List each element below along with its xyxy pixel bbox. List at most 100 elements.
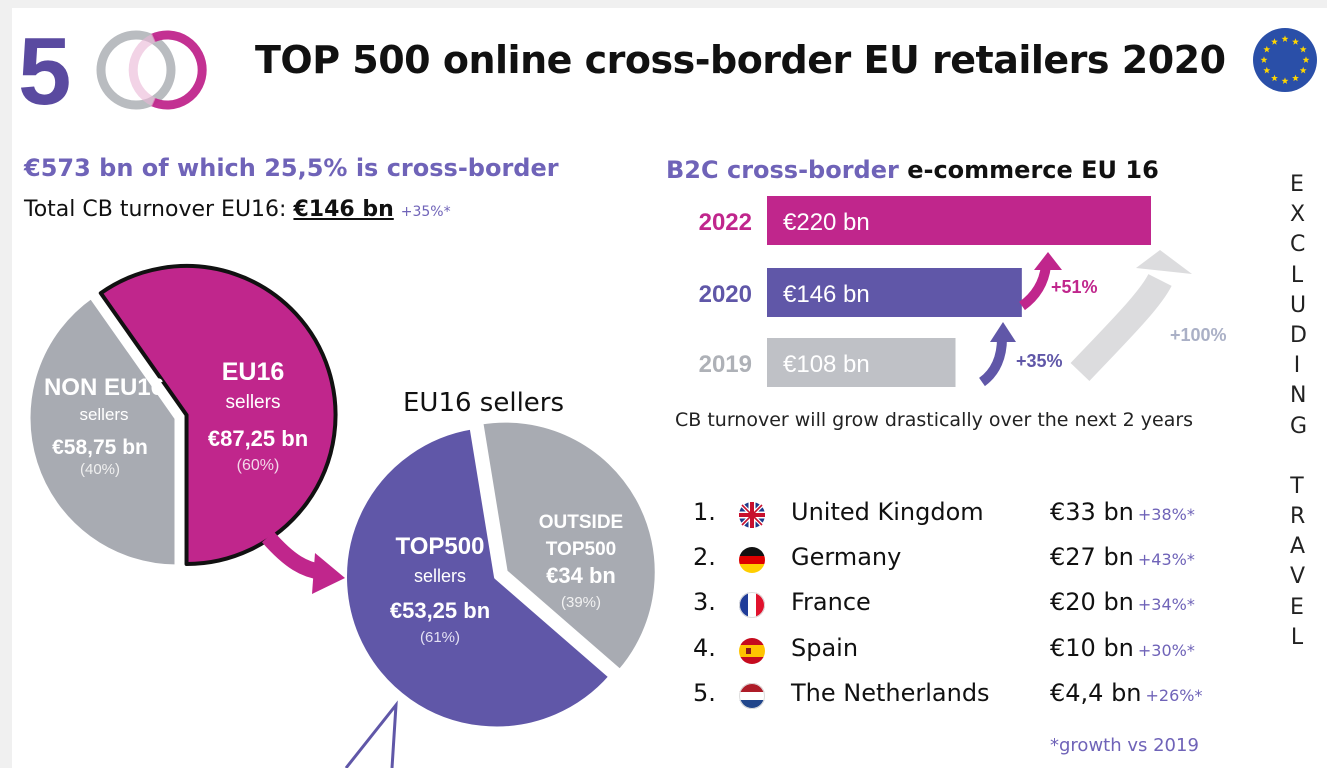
bar-chart-title-b: e-commerce EU 16: [907, 156, 1159, 184]
country-name: France: [791, 588, 871, 616]
eu-star-icon: [1260, 56, 1268, 63]
eu-star-icon: [1299, 66, 1307, 74]
country-name: Germany: [791, 543, 902, 571]
vertical-letter: [1290, 442, 1304, 472]
bar-2022: [767, 196, 1151, 245]
vertical-letter: E: [1290, 172, 1304, 197]
growth-label-51: +51%: [1051, 277, 1098, 297]
vertical-letter: N: [1290, 383, 1307, 409]
country-name: Spain: [791, 634, 859, 662]
country-amount: €10 bn +30%*: [1050, 634, 1195, 662]
bar-chart-title-a: B2C cross-border: [666, 156, 908, 184]
rank-number: 5.: [693, 679, 716, 707]
flag-uk-icon: [739, 502, 765, 532]
bar-2020: [767, 268, 1022, 317]
pie-slice-non-eu16: [25, 293, 180, 570]
flag-es-icon: [739, 638, 765, 668]
growth-label-35: +35%: [1016, 351, 1063, 371]
eu-star-icon: [1271, 38, 1278, 45]
pie-eu16-vs-non-eu16: [25, 263, 338, 570]
pie2-value-outside: €34 bn: [546, 563, 616, 588]
vertical-letter: A: [1290, 534, 1306, 560]
growth-arrow-35: [978, 337, 1007, 387]
vertical-letter: L: [1290, 624, 1304, 650]
ranking-row: 4. Spain €10 bn +30%*: [0, 634, 1327, 674]
eu-star-icon: [1263, 45, 1271, 53]
svg-text:5: 5: [18, 18, 71, 110]
bar-value-label-2022: €220 bn: [783, 209, 870, 236]
pie1-pct-eu16: (60%): [237, 457, 280, 474]
pie-eu16-sellers: [342, 417, 660, 732]
bar-year-label-2022: 2022: [699, 209, 752, 236]
amount-value: €10 bn: [1050, 634, 1134, 662]
country-amount: €4,4 bn +26%*: [1050, 679, 1202, 707]
amount-value: €4,4 bn: [1050, 679, 1142, 707]
pie-charts: NON EU16 sellers €58,75 bn (40%) EU16 se…: [25, 263, 660, 768]
growth-arrow-51: [1018, 265, 1051, 311]
rank-number: 2.: [693, 543, 716, 571]
eu-star-icon: [1263, 66, 1271, 74]
pie1-label-non-eu16: NON EU16: [44, 374, 164, 401]
bar-value-label-2019: €108 bn: [783, 351, 870, 378]
amount-growth: +30%*: [1137, 641, 1195, 660]
pie2-label-top500: TOP500: [396, 533, 485, 560]
pie2-label-outside-2: TOP500: [546, 539, 616, 560]
pie1-pct-non-eu16: (40%): [80, 461, 120, 478]
vertical-letter: D: [1290, 322, 1307, 348]
ranking-row: 3. France €20 bn +34%*: [0, 588, 1327, 628]
eu-star-icon: [1281, 35, 1289, 42]
vertical-letter: G: [1290, 413, 1308, 439]
amount-growth: +26%*: [1145, 686, 1203, 705]
total-cb-turnover: Total CB turnover EU16: €146 bn +35%*: [24, 197, 451, 222]
eu-star-icon: [1281, 77, 1289, 84]
bar-chart-title: B2C cross-border e-commerce EU 16: [666, 156, 1159, 184]
vertical-letter: E: [1290, 594, 1304, 620]
country-name: The Netherlands: [791, 679, 990, 707]
page-title: TOP 500 online cross-border EU retailers…: [255, 38, 1226, 82]
eu-star-icon: [1299, 45, 1307, 53]
pie2-sub-top500: sellers: [414, 566, 466, 586]
eu-star-icon: [1271, 74, 1278, 82]
pie1-label-eu16: EU16: [222, 358, 285, 386]
bar-year-label-2019: 2019: [699, 351, 752, 378]
ranking-row: 1. United Kingdom €33 bn +38%*: [0, 498, 1327, 538]
vertical-letter: R: [1290, 504, 1306, 530]
eu-star-icon: [1292, 74, 1299, 82]
country-amount: €27 bn +43%*: [1050, 543, 1195, 571]
total-cb-value: €146 bn: [293, 197, 394, 222]
bar-chart-note: CB turnover will grow drastically over t…: [675, 409, 1194, 431]
vertical-letter: T: [1290, 473, 1304, 499]
country-name: United Kingdom: [791, 498, 984, 526]
pie2-pct-top500: (61%): [420, 629, 460, 646]
rank-number: 3.: [693, 588, 716, 616]
growth-arrow-35-head: [990, 322, 1016, 342]
bar-2019: [767, 338, 956, 387]
amount-value: €27 bn: [1050, 543, 1134, 571]
ranking-row: 5. The Netherlands €4,4 bn +26%*: [0, 679, 1327, 719]
growth-arrow-51-head: [1034, 252, 1062, 270]
triangle-outline: [344, 700, 398, 768]
rank-number: 4.: [693, 634, 716, 662]
growth-label-100: +100%: [1170, 325, 1227, 345]
vertical-letter: I: [1293, 353, 1301, 379]
connector-arrow-head: [312, 553, 345, 594]
country-amount: €20 bn +34%*: [1050, 588, 1195, 616]
pie2-title: EU16 sellers: [403, 388, 565, 418]
market-headline: €573 bn of which 25,5% is cross-border: [24, 154, 559, 182]
amount-value: €33 bn: [1050, 498, 1134, 526]
pie2-pct-outside: (39%): [561, 594, 601, 611]
eu-star-icon: [1302, 56, 1310, 63]
amount-growth: +43%*: [1137, 550, 1195, 569]
growth-arrow-100: [1070, 273, 1172, 381]
pie2-label-outside: OUTSIDE: [539, 512, 623, 533]
vertical-letter: V: [1290, 564, 1306, 590]
vertical-letter: L: [1290, 262, 1304, 288]
rank-number: 1.: [693, 498, 716, 526]
flag-nl-icon: [739, 683, 765, 713]
bar-chart: 2022 €220 bn 2020 €146 bn 2019 €108 bn +51% +…: [699, 196, 1227, 387]
pie1-value-non-eu16: €58,75 bn: [52, 436, 148, 459]
total-cb-growth: +35%*: [400, 204, 451, 220]
eu-star-icon: [1292, 38, 1299, 45]
vertical-letter: U: [1290, 292, 1307, 318]
